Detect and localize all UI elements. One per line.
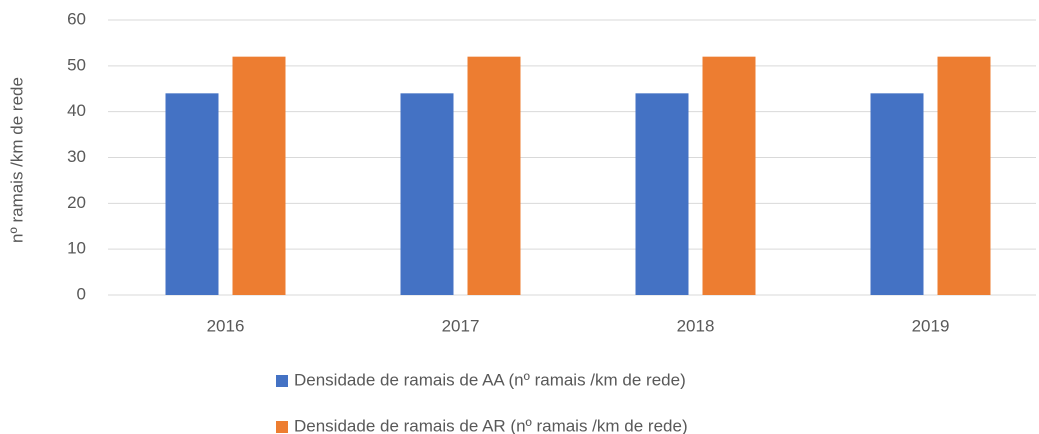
- bar: [467, 56, 521, 295]
- x-tick-label: 2018: [677, 316, 715, 335]
- x-tick-label: 2017: [442, 316, 480, 335]
- bar: [400, 93, 454, 295]
- x-tick-label: 2016: [207, 316, 245, 335]
- bar: [937, 56, 991, 295]
- x-tick-label: 2019: [912, 316, 950, 335]
- y-tick-label: 30: [67, 147, 86, 166]
- legend-label: Densidade de ramais de AA (nº ramais /km…: [294, 370, 686, 389]
- y-tick-label: 40: [67, 101, 86, 120]
- y-tick-label: 50: [67, 55, 86, 74]
- y-tick-label: 10: [67, 239, 86, 258]
- y-tick-label: 20: [67, 193, 86, 212]
- y-tick-label: 60: [67, 9, 86, 28]
- bar: [165, 93, 219, 295]
- y-axis-label: nº ramais /km de rede: [7, 77, 26, 243]
- bar: [870, 93, 924, 295]
- bar: [635, 93, 689, 295]
- y-tick-label: 0: [77, 284, 86, 303]
- legend-swatch: [276, 421, 288, 433]
- bar: [232, 56, 286, 295]
- legend-label: Densidade de ramais de AR (nº ramais /km…: [294, 416, 688, 434]
- bar: [702, 56, 756, 295]
- legend-swatch: [276, 375, 288, 387]
